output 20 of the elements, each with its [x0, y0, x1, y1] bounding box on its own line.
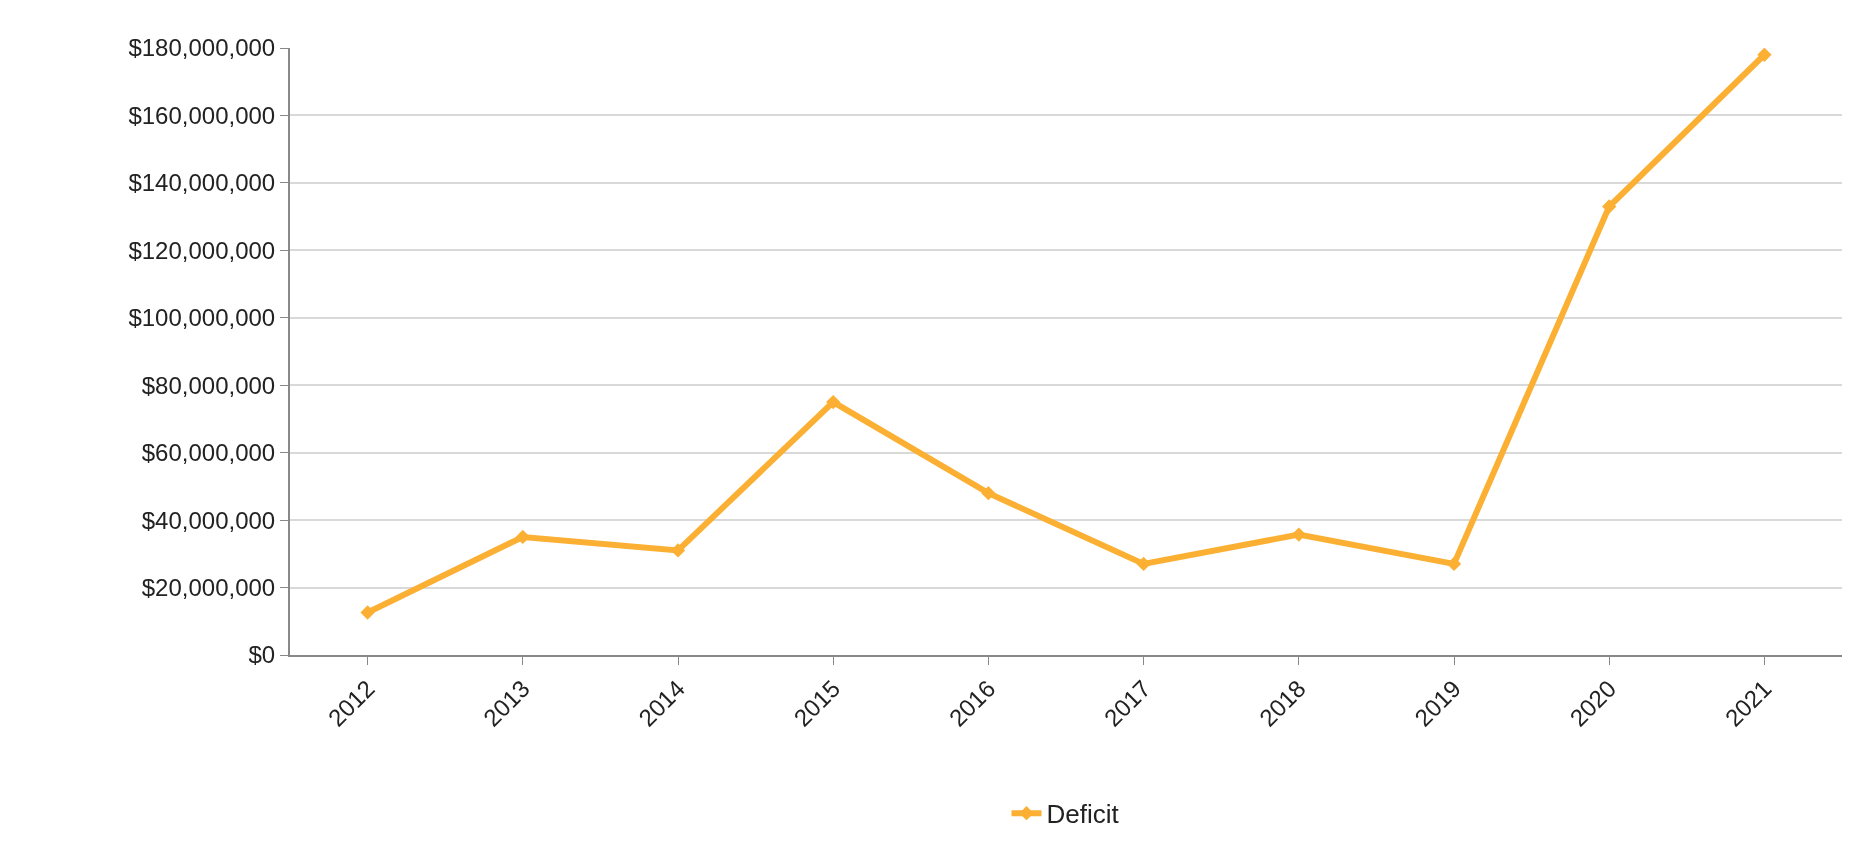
point	[826, 394, 841, 410]
legend-label: Deficit	[1046, 799, 1120, 830]
y-tick-label: $20,000,000	[141, 573, 276, 601]
y-tick-label: $40,000,000	[141, 506, 276, 534]
point	[981, 485, 996, 501]
y-tick-label: $100,000,000	[128, 304, 276, 332]
point	[515, 529, 530, 545]
point	[360, 605, 375, 620]
y-tick-label: $140,000,000	[128, 169, 276, 197]
point	[1446, 556, 1462, 572]
y-tick-label: $120,000,000	[128, 236, 276, 264]
y-tick-label: $180,000,000	[128, 34, 276, 62]
point	[1757, 48, 1772, 62]
point	[1136, 556, 1151, 572]
y-tick-label: $60,000,000	[141, 439, 276, 467]
point	[1291, 527, 1306, 542]
y-tick-label: $160,000,000	[128, 101, 276, 129]
y-tick-label: $0	[248, 641, 276, 669]
y-tick-label: $80,000,000	[141, 371, 276, 399]
point	[1602, 199, 1617, 214]
